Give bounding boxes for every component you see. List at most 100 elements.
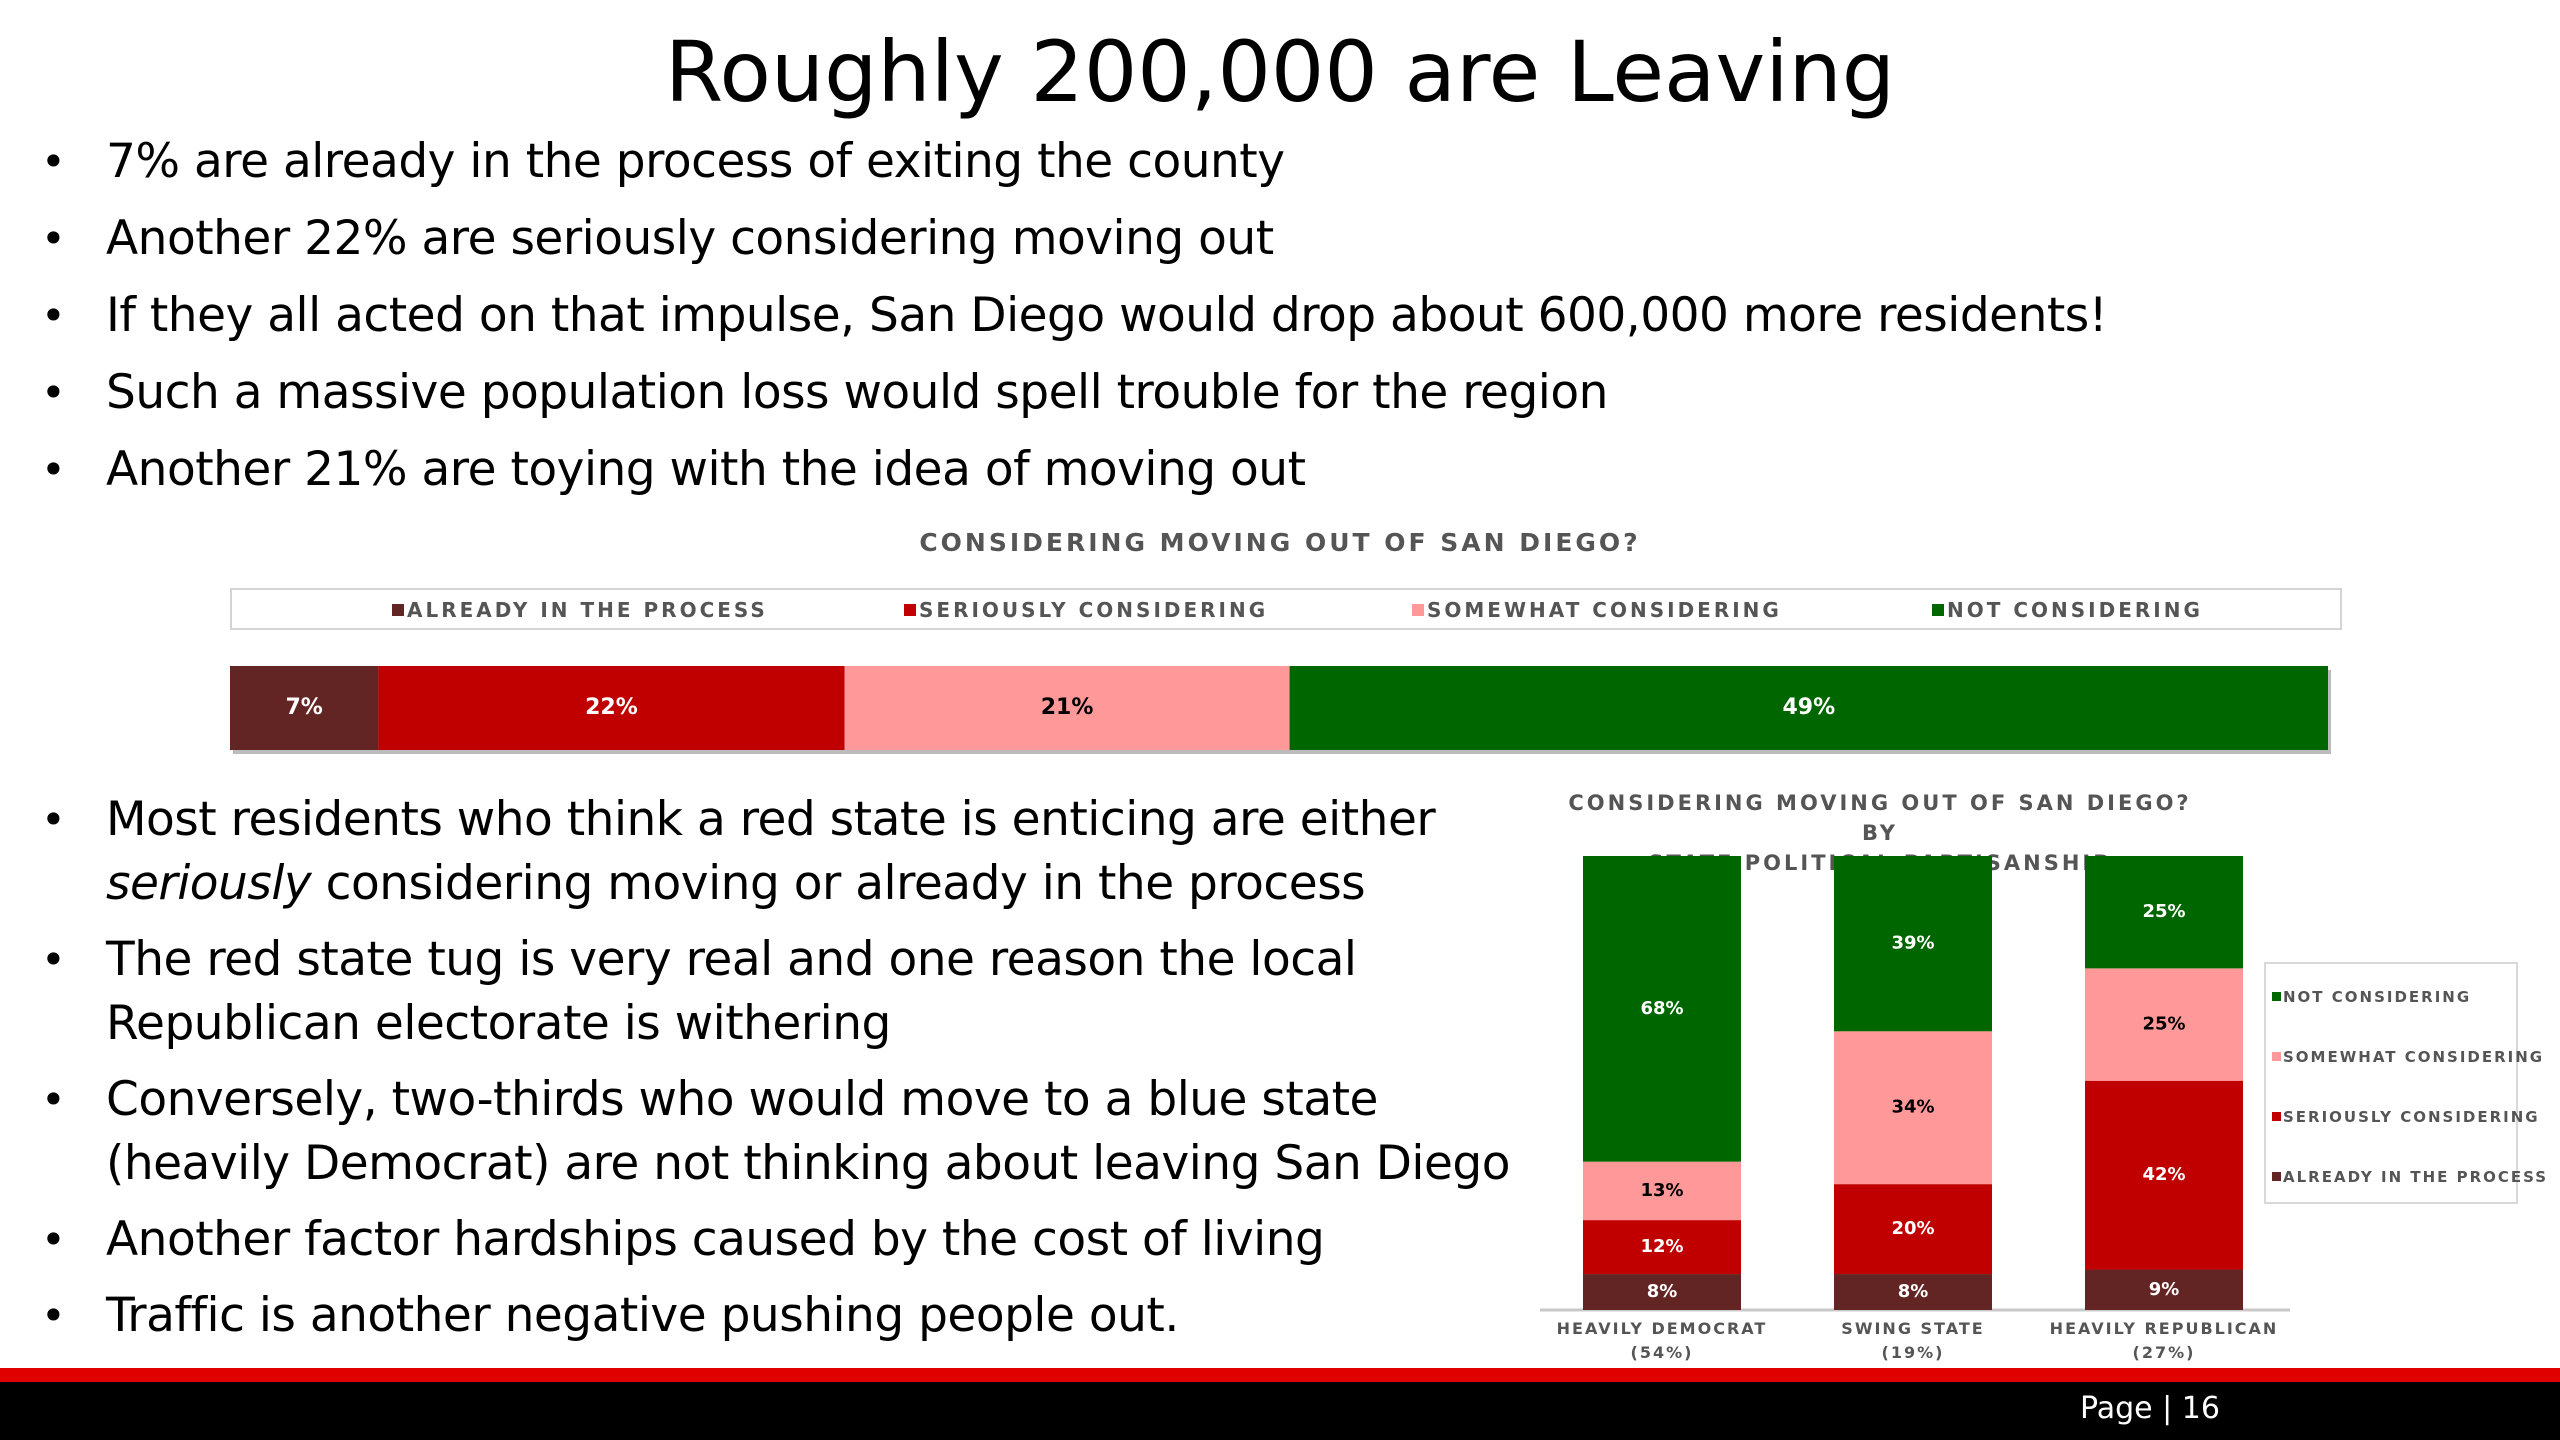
legend-swatch	[2272, 1172, 2281, 1181]
bar-data-label: 8%	[1898, 1281, 1929, 1302]
bullet-text: Another 21% are toying with the idea of …	[106, 442, 1306, 497]
bullet-text: Such a massive population loss would spe…	[106, 365, 1608, 420]
legend-swatch	[1412, 604, 1424, 616]
bar-data-label: 7%	[285, 695, 322, 720]
bar-segment-already	[230, 666, 379, 750]
bullet-text: Traffic is another negative pushing peop…	[106, 1288, 1179, 1343]
bar-segment-somewhat	[2085, 968, 2243, 1081]
chart1-legend: ALREADY IN THE PROCESS SERIOUSLY CONSIDE…	[230, 588, 2342, 630]
bullet-marker: •	[41, 1075, 66, 1124]
legend-label: SOMEWHAT CONSIDERING	[2283, 1048, 2545, 1066]
legend-swatch	[1932, 604, 1944, 616]
bar-segment-somewhat	[844, 666, 1290, 750]
bar-data-label: 49%	[1782, 695, 1835, 720]
bullet-emphasis: seriously	[106, 856, 312, 911]
legend-item-already: ALREADY IN THE PROCESS	[392, 598, 768, 622]
category-label: HEAVILY REPUBLICAN	[2050, 1319, 2279, 1338]
bar-segment-somewhat	[1583, 1161, 1741, 1221]
bullet-item: • If they all acted on that impulse, San …	[37, 284, 2517, 348]
bullet-text: 7% are already in the process of exiting…	[106, 134, 1285, 189]
legend-label: NOT CONSIDERING	[1947, 598, 2203, 622]
bullet-item: • Conversely, two-thirds who would move t…	[37, 1068, 1537, 1196]
legend-label: NOT CONSIDERING	[2283, 988, 2472, 1006]
footer-red-stripe	[0, 1368, 2560, 1382]
bar-data-label: 22%	[585, 695, 638, 720]
bar-data-label: 20%	[1891, 1218, 1934, 1239]
bar-data-label: 34%	[1891, 1097, 1934, 1118]
bar-segment-already	[1583, 1274, 1741, 1310]
bar-segment-not	[2085, 856, 2243, 969]
category-label: SWING STATE	[1841, 1319, 1984, 1338]
bar-segment-seriously	[1834, 1184, 1992, 1275]
bar-segment-somewhat	[1834, 1031, 1992, 1185]
bullet-marker: •	[41, 214, 66, 263]
bullet-text: Another 22% are seriously considering mo…	[106, 211, 1274, 266]
legend-label: ALREADY IN THE PROCESS	[2283, 1168, 2549, 1186]
bar-data-label: 39%	[1891, 933, 1934, 954]
legend-item-somewhat: SOMEWHAT CONSIDERING	[2272, 1048, 2544, 1066]
bar-data-label: 25%	[2142, 901, 2185, 922]
bullet-item: • Such a massive population loss would sp…	[37, 361, 2517, 425]
category-sublabel: (19%)	[1882, 1343, 1945, 1362]
bullet-marker: •	[41, 935, 66, 984]
bar-segment-not	[1289, 666, 2328, 750]
bar-data-label: 68%	[1640, 998, 1683, 1019]
page-number: Page | 16	[2080, 1391, 2220, 1426]
bar-segment-seriously	[2085, 1080, 2243, 1270]
bullet-marker: •	[41, 137, 66, 186]
chart2-title-line1: CONSIDERING MOVING OUT OF SAN DIEGO? BY	[1568, 791, 2192, 845]
legend-swatch	[2272, 1052, 2281, 1061]
bar-segment-already	[1834, 1274, 1992, 1310]
legend-label: SERIOUSLY CONSIDERING	[2283, 1108, 2540, 1126]
category-sublabel: (54%)	[1631, 1343, 1694, 1362]
bar-segment-not	[1834, 856, 1992, 1032]
bullet-text-post: considering moving or already in the pro…	[311, 856, 1366, 911]
legend-item-seriously: SERIOUSLY CONSIDERING	[904, 598, 1268, 622]
legend-label: ALREADY IN THE PROCESS	[407, 598, 768, 622]
bullet-marker: •	[41, 1291, 66, 1340]
legend-item-not: NOT CONSIDERING	[2272, 988, 2471, 1006]
bullet-marker: •	[41, 1215, 66, 1264]
bar-data-label: 21%	[1041, 695, 1094, 720]
legend-item-seriously: SERIOUSLY CONSIDERING	[2272, 1108, 2540, 1126]
bar-data-label: 42%	[2142, 1164, 2185, 1185]
legend-swatch	[2272, 1112, 2281, 1121]
bullet-item: • Another 21% are toying with the idea of…	[37, 438, 2517, 502]
bar-segment-seriously	[378, 666, 845, 750]
bullet-text: Another factor hardships caused by the c…	[106, 1212, 1325, 1267]
bullet-marker: •	[41, 795, 66, 844]
bar-data-label: 12%	[1640, 1236, 1683, 1257]
bar-data-label: 25%	[2142, 1014, 2185, 1035]
bullet-text: The red state tug is very real and one r…	[106, 932, 1357, 1051]
bullet-item: • Traffic is another negative pushing peo…	[37, 1284, 1537, 1348]
chart2-legend: NOT CONSIDERING SOMEWHAT CONSIDERING SER…	[2264, 962, 2546, 1204]
bullet-item: • 7% are already in the process of exitin…	[37, 130, 2517, 194]
bar-segment-not	[1583, 856, 1741, 1162]
category-sublabel: (27%)	[2133, 1343, 2196, 1362]
bullet-text: If they all acted on that impulse, San D…	[106, 288, 2108, 343]
legend-label: SOMEWHAT CONSIDERING	[1427, 598, 1782, 622]
bullet-marker: •	[41, 368, 66, 417]
legend-label: SERIOUSLY CONSIDERING	[919, 598, 1269, 622]
legend-swatch	[2272, 992, 2281, 1001]
bullet-text-pre: Most residents who think a red state is …	[106, 792, 1436, 847]
legend-item-already: ALREADY IN THE PROCESS	[2272, 1168, 2548, 1186]
top-bullet-list: • 7% are already in the process of exitin…	[37, 130, 2517, 515]
bullet-item: • The red state tug is very real and one …	[37, 928, 1537, 1056]
bar-segment-already	[2085, 1269, 2243, 1310]
bar-segment-seriously	[1583, 1220, 1741, 1275]
chart1-title: CONSIDERING MOVING OUT OF SAN DIEGO?	[919, 528, 1641, 557]
bullet-item: • Most residents who think a red state is…	[37, 788, 1537, 916]
bullet-item: • Another factor hardships caused by the …	[37, 1208, 1537, 1272]
bar-data-label: 9%	[2149, 1279, 2180, 1300]
legend-swatch	[392, 604, 404, 616]
bar-data-label: 8%	[1647, 1281, 1678, 1302]
category-label: HEAVILY DEMOCRAT	[1557, 1319, 1768, 1338]
bottom-bullet-list: • Most residents who think a red state is…	[37, 788, 1537, 1360]
legend-item-somewhat: SOMEWHAT CONSIDERING	[1412, 598, 1782, 622]
bullet-item: • Another 22% are seriously considering m…	[37, 207, 2517, 271]
legend-item-not: NOT CONSIDERING	[1932, 598, 2203, 622]
slide-title: Roughly 200,000 are Leaving	[664, 23, 1896, 121]
footer-bar	[0, 1382, 2560, 1440]
